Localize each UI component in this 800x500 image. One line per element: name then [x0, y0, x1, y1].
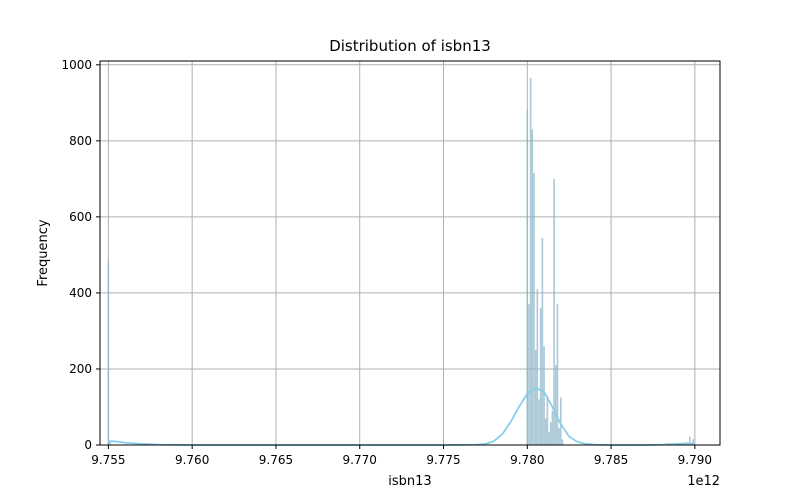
- histogram-bar: [541, 237, 544, 445]
- histogram-bar: [561, 439, 564, 445]
- histogram-bar: [543, 346, 545, 445]
- histogram-bar: [554, 365, 557, 445]
- histogram-bar: [536, 289, 539, 445]
- axis-ticks: 9.755 9.760 9.765 9.770 9.775 9.780 9.785 9.790…: [61, 58, 712, 467]
- y-tick-label: 400: [69, 286, 92, 300]
- histogram-bar: [107, 260, 110, 445]
- histogram-bar: [551, 410, 554, 445]
- y-tick-label: 600: [69, 210, 92, 224]
- histogram-bar: [533, 173, 535, 445]
- y-tick-label: 1000: [61, 58, 92, 72]
- x-tick-label: 9.765: [259, 453, 293, 467]
- histogram-bar: [556, 304, 559, 445]
- x-tick-label: 9.775: [426, 453, 460, 467]
- histogram-bar: [689, 436, 691, 445]
- x-axis-label: isbn13: [388, 474, 431, 489]
- x-tick-label: 9.790: [678, 453, 712, 467]
- histogram-bar: [546, 395, 549, 445]
- histogram-bar: [544, 418, 547, 445]
- histogram-bar: [538, 399, 540, 445]
- histogram-bar: [109, 440, 111, 445]
- histogram-bar: [526, 110, 529, 445]
- chart-title: Distribution of isbn13: [329, 37, 491, 55]
- x-tick-label: 9.785: [594, 453, 628, 467]
- histogram-bar: [560, 397, 562, 445]
- histogram-bar: [534, 349, 537, 445]
- x-tick-label: 9.770: [343, 453, 377, 467]
- histogram-bar: [549, 422, 552, 445]
- histogram-bar: [558, 427, 560, 445]
- histogram-bar: [539, 308, 542, 445]
- histogram-bar: [553, 178, 555, 445]
- histogram-bar: [531, 129, 534, 445]
- histogram-bar: [528, 304, 530, 445]
- x-tick-label: 9.780: [510, 453, 544, 467]
- x-tick-label: 9.755: [91, 453, 125, 467]
- histogram-bars: [107, 78, 694, 445]
- plot-frame: [99, 60, 721, 446]
- y-tick-label: 200: [69, 362, 92, 376]
- histogram-bar: [692, 439, 694, 445]
- x-axis-offset-label: 1e12: [687, 474, 720, 489]
- x-tick-label: 9.760: [175, 453, 209, 467]
- histogram-bar: [548, 431, 550, 445]
- y-axis-label: Frequency: [36, 219, 51, 286]
- y-tick-label: 800: [69, 134, 92, 148]
- y-tick-label: 0: [84, 438, 92, 452]
- histogram-bar: [529, 78, 532, 445]
